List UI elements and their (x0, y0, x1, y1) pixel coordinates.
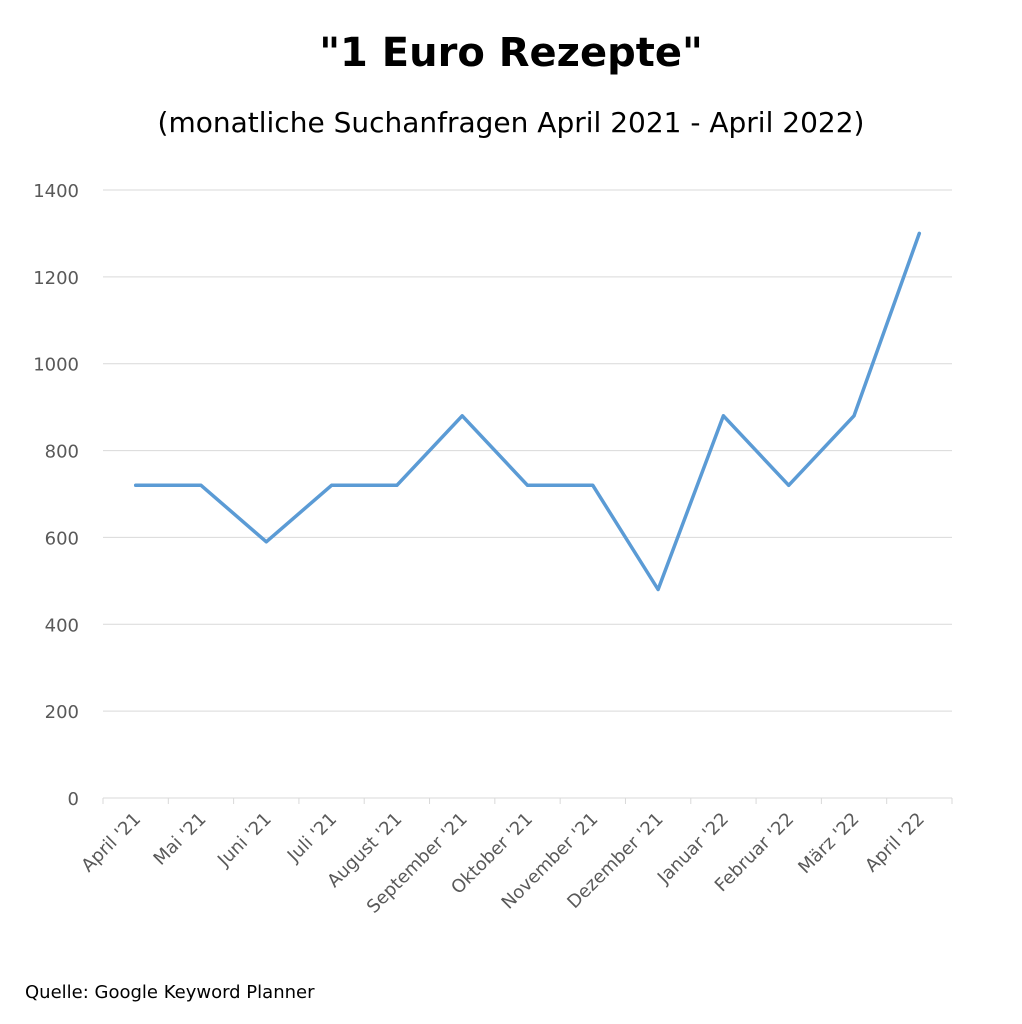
x-tick-label: Juni '21 (213, 809, 276, 872)
x-tick-label: April '22 (861, 809, 929, 877)
y-tick-label: 1200 (33, 268, 79, 289)
data-point (264, 540, 268, 544)
y-axis-tick-labels: 0 200 400 600 800 1000 1200 1400 (33, 181, 79, 810)
chart-title: "1 Euro Rezepte" (319, 30, 703, 76)
x-axis (102, 797, 953, 804)
data-point (134, 483, 138, 487)
data-series (133, 231, 922, 592)
y-tick-label: 1400 (33, 181, 79, 202)
data-point (656, 588, 660, 592)
data-point (721, 414, 725, 418)
data-point (330, 483, 334, 487)
data-point (526, 483, 529, 487)
x-tick-label: Mai '21 (150, 809, 211, 870)
y-tick-label: 200 (45, 702, 79, 723)
y-tick-label: 1000 (33, 355, 79, 376)
data-point (460, 414, 464, 418)
data-point (199, 483, 203, 487)
y-tick-label: 600 (45, 528, 79, 549)
x-tick-label: April '21 (78, 809, 146, 877)
y-gridlines (103, 189, 952, 712)
line-chart: 0 200 400 600 800 1000 1200 1400 April '21 Mai '… (33, 181, 953, 918)
data-point (787, 483, 791, 487)
data-point (591, 483, 595, 487)
series-line (133, 231, 922, 592)
data-point (852, 414, 856, 418)
data-point (395, 483, 399, 487)
x-tick-label: Juli '21 (283, 809, 341, 867)
chart-source: Quelle: Google Keyword Planner (25, 982, 315, 1003)
y-tick-label: 400 (45, 615, 79, 636)
data-point (917, 231, 921, 235)
y-tick-label: 0 (68, 789, 79, 810)
chart-subtitle: (monatliche Suchanfragen April 2021 - Ap… (157, 106, 865, 139)
x-tick-label: März '22 (794, 809, 863, 878)
y-tick-label: 800 (45, 442, 79, 463)
